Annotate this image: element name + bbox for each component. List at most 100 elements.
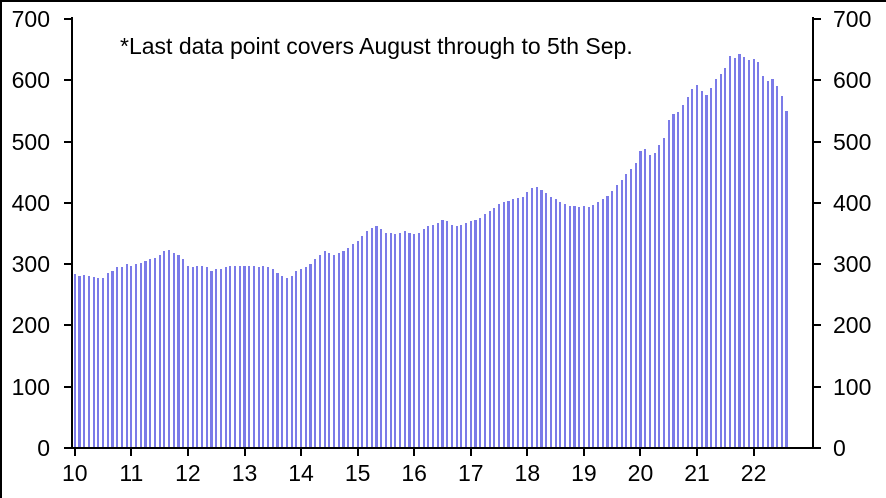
y-tick-label-right: 700 — [833, 6, 872, 32]
bar — [738, 54, 741, 447]
bar — [573, 206, 576, 447]
bar — [417, 232, 420, 447]
bar — [554, 199, 557, 447]
bar — [568, 205, 571, 447]
bar — [724, 67, 727, 447]
y-tick-label-left: 100 — [11, 373, 50, 400]
x-tick-label: 17 — [457, 460, 484, 486]
bar — [450, 224, 453, 447]
bar — [87, 276, 91, 447]
y-tick-left — [64, 385, 71, 388]
bar — [149, 259, 152, 447]
bar — [677, 112, 680, 447]
bar — [653, 153, 656, 447]
x-tick-label: 18 — [514, 460, 541, 486]
bar — [483, 214, 486, 447]
x-tick-label: 12 — [175, 460, 201, 486]
bar — [347, 247, 350, 447]
bar — [342, 250, 345, 447]
bar — [743, 57, 746, 447]
bar — [455, 225, 458, 447]
bar — [101, 277, 105, 447]
bar — [469, 220, 472, 447]
y-tick-label-left: 700 — [11, 6, 50, 32]
x-tick-label: 14 — [288, 460, 314, 486]
bar — [394, 234, 397, 447]
bar — [672, 114, 675, 447]
bar — [747, 60, 750, 447]
bar — [337, 252, 340, 447]
x-tick — [300, 449, 303, 456]
bar — [295, 271, 298, 447]
bar — [314, 259, 317, 447]
bar — [549, 196, 552, 447]
bar — [752, 59, 755, 447]
x-tick-label: 13 — [231, 460, 258, 486]
bar — [116, 267, 119, 447]
y-tick-left — [64, 263, 71, 266]
bar — [535, 187, 538, 447]
bar — [285, 277, 288, 447]
y-tick-label-right: 600 — [833, 67, 872, 94]
bar — [163, 250, 166, 447]
x-tick — [582, 449, 585, 456]
y-tick-label-left: 0 — [37, 435, 50, 461]
bar — [182, 259, 185, 447]
x-tick — [243, 449, 246, 456]
bar — [436, 222, 439, 447]
y-tick-right — [814, 140, 821, 143]
bar — [771, 78, 774, 447]
bar — [479, 217, 482, 447]
bar — [370, 227, 373, 447]
bar — [186, 266, 190, 447]
x-tick-label: 15 — [344, 460, 371, 486]
x-tick-label: 10 — [62, 460, 88, 486]
y-tick-left — [64, 324, 71, 327]
bar — [257, 267, 260, 447]
y-tick-label-left: 400 — [11, 189, 50, 216]
x-tick — [130, 449, 133, 456]
bar — [776, 86, 779, 447]
bar — [691, 89, 694, 447]
x-tick — [639, 449, 642, 456]
bar — [662, 137, 666, 447]
bar — [196, 265, 199, 447]
bar — [356, 241, 359, 447]
bar — [658, 145, 661, 447]
bar — [710, 87, 713, 447]
bar — [120, 266, 124, 447]
bar — [389, 232, 392, 447]
bar — [606, 195, 609, 447]
bar — [73, 274, 76, 447]
y-tick-label-left: 300 — [11, 251, 50, 278]
y-tick-label-right: 500 — [833, 128, 872, 155]
bar — [587, 206, 590, 447]
bar — [427, 225, 430, 447]
y-tick-right — [814, 18, 821, 20]
y-tick-label-left: 200 — [11, 312, 50, 339]
bar — [172, 252, 175, 447]
x-tick-label: 16 — [401, 460, 427, 486]
bar — [648, 154, 651, 447]
bar — [83, 275, 86, 447]
x-tick — [526, 449, 529, 456]
x-tick — [469, 449, 472, 456]
bar — [243, 265, 246, 447]
bar — [219, 268, 223, 447]
bar — [375, 225, 378, 447]
bar — [271, 269, 274, 447]
bar — [615, 185, 618, 447]
bar — [460, 224, 463, 447]
bar — [516, 197, 519, 447]
y-tick-label-right: 200 — [833, 312, 872, 339]
bar — [200, 266, 204, 447]
bar — [629, 169, 633, 447]
x-tick — [73, 449, 76, 456]
bar — [785, 111, 788, 447]
bar — [97, 278, 100, 447]
y-tick-label-right: 300 — [833, 251, 872, 278]
bar — [92, 276, 95, 447]
y-tick-label-right: 0 — [833, 435, 846, 461]
bar — [644, 148, 647, 447]
